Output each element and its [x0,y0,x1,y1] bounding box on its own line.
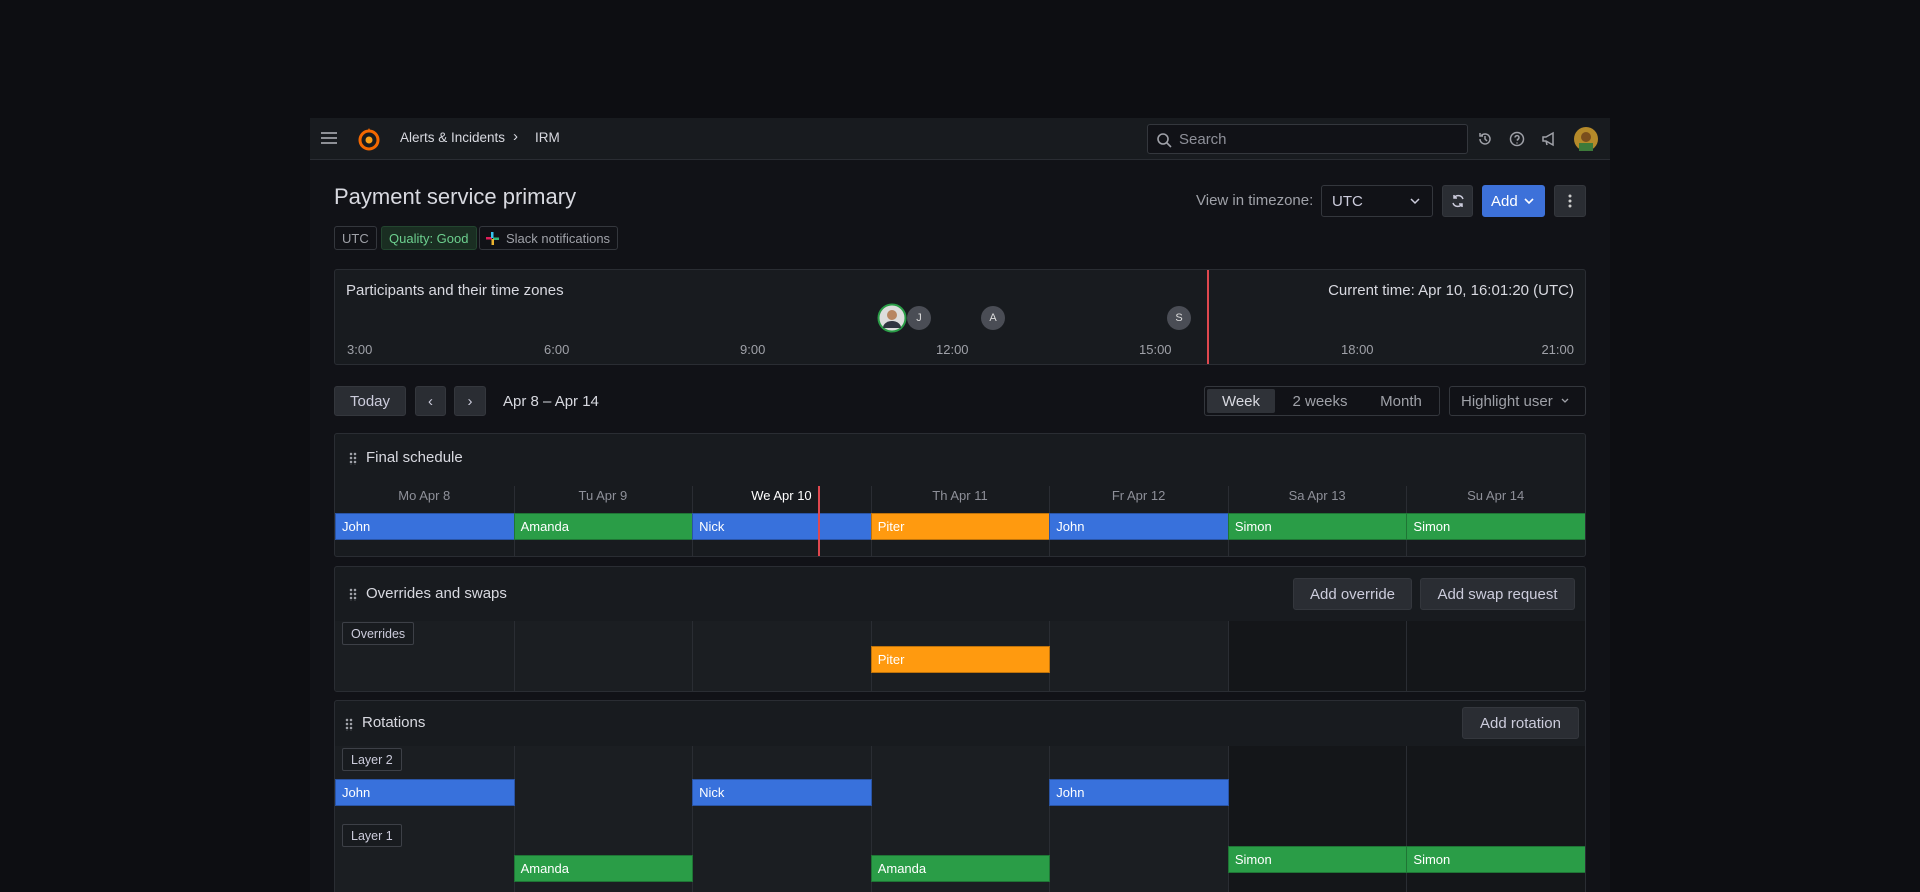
overrides-panel: Overrides and swaps Add override Add swa… [334,566,1586,692]
shift-bar[interactable]: Nick [692,513,872,540]
add-button[interactable]: Add [1482,185,1545,217]
shift-bar[interactable]: John [335,513,515,540]
participants-panel: Participants and their time zones Curren… [334,269,1586,365]
day-column [513,621,693,691]
day-column [692,621,871,691]
shift-bar[interactable]: John [335,779,515,806]
layer-label: Layer 1 [342,824,402,847]
panel-title: Overrides and swaps [366,585,507,602]
view-option[interactable]: Week [1207,389,1275,413]
today-button[interactable]: Today [334,386,406,416]
drag-handle[interactable] [345,718,353,731]
day-column [1406,621,1585,691]
time-label: 18:00 [1341,342,1374,357]
view-switch: Week 2 weeks Month [1204,386,1440,416]
day-column [1049,746,1228,892]
shift-bar[interactable]: Amanda [513,513,694,540]
add-rotation-button[interactable]: Add rotation [1462,707,1579,739]
time-label: 6:00 [544,342,570,357]
add-swap-button[interactable]: Add swap request [1420,578,1575,610]
current-time-line [818,486,820,556]
panel-title: Final schedule [366,449,463,466]
drag-handle[interactable] [349,452,357,465]
panel-title: Rotations [362,714,426,731]
shift-bar[interactable]: Piter [870,513,1051,540]
time-label: 12:00 [936,342,969,357]
row-label: Overrides [342,622,415,645]
slack-icon [486,232,499,245]
tag: UTC [334,226,377,250]
view-option[interactable]: Month [1380,393,1422,410]
user-avatar[interactable] [1574,127,1598,151]
participant-initial[interactable]: J [907,306,931,330]
drag-handle[interactable] [349,588,357,601]
help-icon[interactable] [1509,131,1525,147]
refresh-icon [1451,194,1464,208]
participant-initial[interactable]: A [981,306,1005,330]
history-icon[interactable] [1477,131,1493,147]
day-column [1049,621,1228,691]
breadcrumb[interactable]: Alerts & Incidents [400,130,506,145]
time-label: 9:00 [740,342,766,357]
shift-bar[interactable]: Nick [692,779,872,806]
add-override-button[interactable]: Add override [1293,578,1412,610]
day-column [692,746,871,892]
shift-bar[interactable]: Simon [1227,513,1408,540]
shift-bar[interactable]: Simon [1406,846,1585,873]
news-icon[interactable] [1541,131,1557,147]
chevron [1561,398,1569,403]
day-header: Tu Apr 9 [578,488,628,503]
tag: Slack notifications [479,226,619,250]
logo[interactable] [357,126,381,152]
menu-icon[interactable] [320,129,338,147]
search-box[interactable]: Search [1147,124,1468,154]
participant-avatar[interactable] [877,303,907,333]
refresh-button[interactable] [1442,185,1473,217]
app: Alerts & Incidents › IRM Search Payment … [310,118,1610,892]
time-label: 15:00 [1139,342,1172,357]
page-title: Payment service primary [334,184,577,209]
day-column [1227,621,1407,691]
highlight-user-select[interactable]: Highlight user [1449,386,1586,416]
panel-title: Participants and their time zones [346,282,564,299]
day-header: We Apr 10 [751,488,812,503]
timezone-select[interactable]: UTC [1321,185,1433,217]
current-time: Current time: Apr 10, 16:01:20 (UTC) [1328,282,1574,299]
participant-initial[interactable]: S [1167,306,1191,330]
shift-bar[interactable]: John [1049,779,1229,806]
final-schedule-panel: Final schedule Mo Apr 8 Tu Apr 9 We Apr 10… [334,433,1586,557]
more-button[interactable] [1554,185,1586,217]
breadcrumb-separator: › [513,128,518,145]
kebab-icon [1568,194,1572,208]
day-header: Mo Apr 8 [398,488,451,503]
shift-bar[interactable]: Amanda [513,855,694,882]
shift-bar[interactable]: John [1049,513,1229,540]
rotations-panel: Rotations Add rotation Layer 2 John Nick Jo… [334,700,1586,892]
layer-label: Layer 2 [342,748,402,771]
day-header: Sa Apr 13 [1288,488,1346,503]
day-header: Th Apr 11 [932,488,988,503]
chevron [1410,198,1420,205]
top-bar: Alerts & Incidents › IRM Search [310,118,1610,160]
shift-bar[interactable]: Simon [1406,513,1585,540]
tag: Quality: Good [381,226,477,250]
breadcrumb[interactable]: IRM [535,130,560,145]
shift-bar[interactable]: Piter [870,646,1051,673]
time-label: 3:00 [347,342,373,357]
timezone-label: View in timezone: [1196,192,1314,209]
shift-bar[interactable]: Amanda [870,855,1051,882]
prev-button[interactable]: ‹ [415,386,446,416]
chevron [1524,198,1534,205]
time-label: 21:00 [1541,342,1574,357]
day-header: Su Apr 14 [1467,488,1525,503]
view-option[interactable]: 2 weeks [1292,393,1348,410]
shift-bar[interactable]: Simon [1227,846,1408,873]
day-header: Fr Apr 12 [1111,488,1166,503]
search-placeholder: Search [1179,131,1227,148]
search-icon [1157,133,1172,148]
date-range: Apr 8 – Apr 14 [503,393,599,410]
current-time-line [1207,270,1209,364]
next-button[interactable]: › [454,386,486,416]
